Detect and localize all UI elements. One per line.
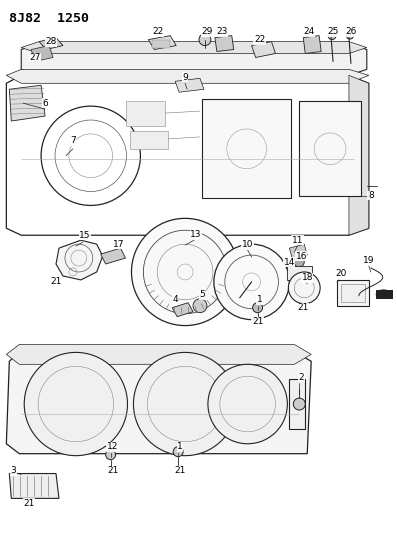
Polygon shape [148,36,176,50]
Circle shape [214,244,289,320]
Text: 22: 22 [153,27,164,36]
Text: 17: 17 [113,240,124,249]
Polygon shape [21,44,367,75]
Text: 25: 25 [328,27,339,36]
Circle shape [133,352,237,456]
Text: 6: 6 [42,99,48,108]
Polygon shape [289,244,307,259]
Polygon shape [172,303,193,317]
Bar [131,131,168,149]
Polygon shape [101,248,125,264]
Circle shape [293,398,305,410]
Text: 13: 13 [190,230,202,239]
Text: 2: 2 [299,373,304,382]
Text: 19: 19 [363,255,374,264]
Polygon shape [215,36,234,52]
Bar [125,101,165,126]
Text: 8: 8 [368,191,374,200]
Text: 18: 18 [301,273,313,282]
Text: 21: 21 [252,317,263,326]
Polygon shape [303,36,321,53]
Text: 10: 10 [242,240,253,249]
Text: 11: 11 [291,236,303,245]
Text: 14: 14 [284,257,295,266]
Bar [337,280,369,306]
Bar [341,284,365,302]
Polygon shape [10,473,59,498]
Text: 15: 15 [79,231,91,240]
Bar [289,379,305,429]
Text: 26: 26 [345,27,357,36]
Circle shape [24,352,127,456]
Text: 3: 3 [10,466,16,475]
Circle shape [208,365,287,444]
Circle shape [199,34,211,45]
Text: 28: 28 [45,37,57,46]
Polygon shape [56,240,103,280]
Text: 29: 29 [201,27,213,36]
Polygon shape [175,78,204,92]
Text: 27: 27 [29,53,41,62]
Text: 22: 22 [254,35,265,44]
Text: 20: 20 [335,270,347,278]
Polygon shape [252,42,276,58]
Text: 21: 21 [50,277,62,286]
Polygon shape [21,42,367,53]
Circle shape [328,31,336,39]
Polygon shape [6,69,369,83]
Bar [299,101,361,197]
Polygon shape [349,75,369,235]
Circle shape [347,32,353,39]
Polygon shape [6,351,311,454]
Text: 12: 12 [107,442,118,451]
Circle shape [106,450,116,459]
Text: 21: 21 [298,303,309,312]
Circle shape [173,447,183,457]
Polygon shape [6,75,369,235]
Text: 1: 1 [177,442,183,451]
Circle shape [252,303,262,313]
Circle shape [288,272,320,304]
Circle shape [143,230,227,313]
Polygon shape [10,85,45,121]
Text: 24: 24 [304,27,315,36]
Text: 1: 1 [257,295,262,304]
Text: 8J82  1250: 8J82 1250 [10,12,89,25]
Text: 16: 16 [295,252,307,261]
Bar [152,39,170,47]
Circle shape [131,219,239,326]
Polygon shape [39,38,63,50]
Bar [202,99,291,198]
Polygon shape [31,45,53,61]
Text: 21: 21 [107,466,118,475]
Text: 5: 5 [199,290,205,300]
Text: 21: 21 [174,466,186,475]
Circle shape [193,299,207,313]
Bar [287,266,312,280]
Text: 7: 7 [70,136,76,146]
Circle shape [294,257,304,267]
Text: 9: 9 [182,73,188,82]
Polygon shape [6,344,311,365]
Text: 23: 23 [216,27,227,36]
Text: 21: 21 [23,499,35,508]
Text: 4: 4 [172,295,178,304]
